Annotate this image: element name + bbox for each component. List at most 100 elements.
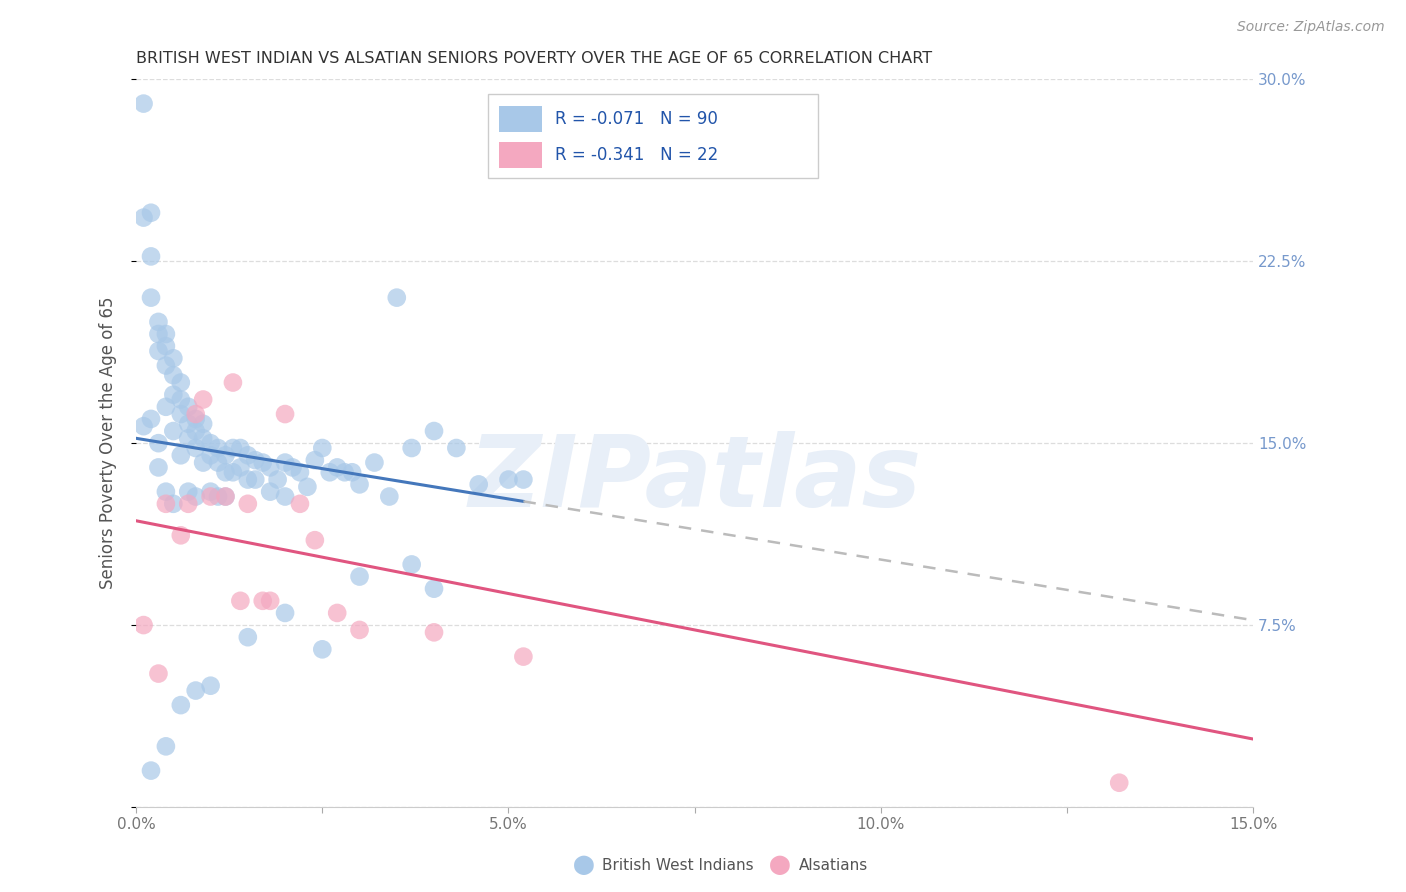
- Point: [177, 484, 200, 499]
- Point: [170, 407, 193, 421]
- Point: [304, 533, 326, 548]
- Point: [259, 460, 281, 475]
- FancyBboxPatch shape: [499, 105, 541, 132]
- Point: [170, 376, 193, 390]
- Point: [170, 392, 193, 407]
- FancyBboxPatch shape: [499, 142, 541, 168]
- Point: [311, 642, 333, 657]
- FancyBboxPatch shape: [488, 94, 817, 178]
- Point: [333, 465, 356, 479]
- Point: [148, 326, 170, 341]
- Point: [214, 490, 236, 504]
- Point: [139, 206, 162, 220]
- Point: [191, 392, 214, 407]
- Point: [259, 484, 281, 499]
- Point: [467, 477, 489, 491]
- Point: [266, 473, 288, 487]
- Text: ZIPatlas: ZIPatlas: [468, 431, 921, 528]
- Point: [207, 456, 229, 470]
- Point: [252, 594, 274, 608]
- Point: [252, 456, 274, 470]
- Point: [236, 448, 259, 462]
- Point: [222, 465, 245, 479]
- Point: [274, 407, 297, 421]
- Point: [229, 594, 252, 608]
- Point: [222, 441, 245, 455]
- Point: [155, 326, 177, 341]
- Point: [229, 441, 252, 455]
- Y-axis label: Seniors Poverty Over the Age of 65: Seniors Poverty Over the Age of 65: [100, 297, 117, 590]
- Point: [349, 569, 371, 583]
- Point: [512, 649, 534, 664]
- Point: [200, 484, 222, 499]
- Point: [132, 211, 155, 225]
- Point: [155, 339, 177, 353]
- Point: [222, 376, 245, 390]
- Point: [288, 465, 311, 479]
- Point: [132, 618, 155, 632]
- Point: [162, 387, 184, 401]
- Point: [236, 630, 259, 644]
- Point: [139, 764, 162, 778]
- Point: [148, 343, 170, 358]
- Point: [446, 441, 468, 455]
- Point: [155, 400, 177, 414]
- Point: [148, 666, 170, 681]
- Text: R = -0.071   N = 90: R = -0.071 N = 90: [555, 110, 718, 128]
- Point: [245, 453, 267, 467]
- Point: [191, 417, 214, 431]
- Point: [177, 417, 200, 431]
- Point: [148, 315, 170, 329]
- Point: [200, 448, 222, 462]
- Point: [297, 480, 319, 494]
- Point: [214, 448, 236, 462]
- Point: [177, 497, 200, 511]
- Text: ⬤: ⬤: [572, 855, 595, 875]
- Point: [274, 606, 297, 620]
- Point: [132, 96, 155, 111]
- Point: [200, 490, 222, 504]
- Point: [177, 431, 200, 445]
- Point: [349, 477, 371, 491]
- Point: [162, 424, 184, 438]
- Point: [200, 679, 222, 693]
- Point: [191, 456, 214, 470]
- Text: British West Indians: British West Indians: [602, 858, 754, 872]
- Point: [155, 739, 177, 754]
- Point: [184, 412, 207, 426]
- Point: [423, 424, 446, 438]
- Point: [385, 291, 408, 305]
- Point: [184, 490, 207, 504]
- Point: [423, 625, 446, 640]
- Point: [162, 368, 184, 383]
- Text: R = -0.341   N = 22: R = -0.341 N = 22: [555, 146, 718, 164]
- Point: [326, 606, 349, 620]
- Point: [288, 497, 311, 511]
- Text: Source: ZipAtlas.com: Source: ZipAtlas.com: [1237, 20, 1385, 34]
- Point: [236, 497, 259, 511]
- Point: [229, 460, 252, 475]
- Point: [132, 419, 155, 434]
- Point: [207, 490, 229, 504]
- Point: [319, 465, 342, 479]
- Point: [311, 441, 333, 455]
- Point: [512, 473, 534, 487]
- Point: [259, 594, 281, 608]
- Point: [401, 558, 423, 572]
- Point: [340, 465, 363, 479]
- Point: [326, 460, 349, 475]
- Point: [170, 528, 193, 542]
- Point: [245, 473, 267, 487]
- Point: [184, 441, 207, 455]
- Point: [155, 484, 177, 499]
- Point: [162, 351, 184, 366]
- Point: [139, 412, 162, 426]
- Point: [349, 623, 371, 637]
- Point: [162, 497, 184, 511]
- Point: [401, 441, 423, 455]
- Point: [184, 683, 207, 698]
- Point: [214, 465, 236, 479]
- Point: [177, 400, 200, 414]
- Point: [274, 490, 297, 504]
- Point: [170, 448, 193, 462]
